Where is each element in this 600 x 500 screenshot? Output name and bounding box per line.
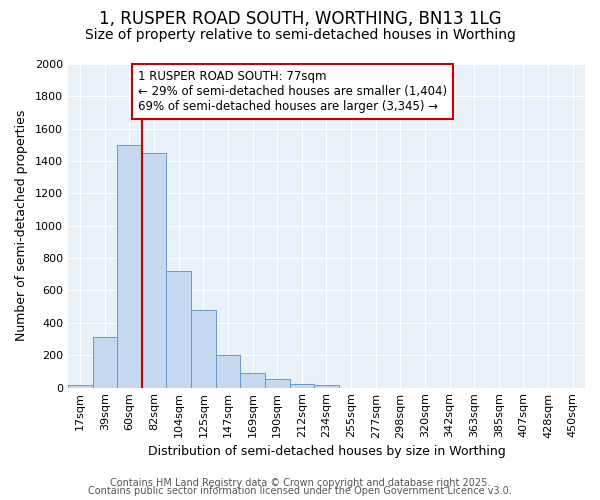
Text: Contains public sector information licensed under the Open Government Licence v3: Contains public sector information licen… (88, 486, 512, 496)
Text: Contains HM Land Registry data © Crown copyright and database right 2025.: Contains HM Land Registry data © Crown c… (110, 478, 490, 488)
Bar (240, 373, 265, 388)
Y-axis label: Number of semi-detached properties: Number of semi-detached properties (15, 110, 28, 342)
Text: 1, RUSPER ROAD SOUTH, WORTHING, BN13 1LG: 1, RUSPER ROAD SOUTH, WORTHING, BN13 1LG (98, 10, 502, 28)
Bar (68, 385, 92, 388)
Bar (290, 384, 314, 388)
Bar (191, 310, 215, 388)
Bar (314, 385, 339, 388)
Bar (92, 338, 117, 388)
Bar (265, 378, 290, 388)
Bar (215, 355, 240, 388)
Bar (166, 271, 191, 388)
Bar (142, 153, 166, 388)
X-axis label: Distribution of semi-detached houses by size in Worthing: Distribution of semi-detached houses by … (148, 444, 505, 458)
Bar (117, 145, 142, 388)
Text: 1 RUSPER ROAD SOUTH: 77sqm
← 29% of semi-detached houses are smaller (1,404)
69%: 1 RUSPER ROAD SOUTH: 77sqm ← 29% of semi… (138, 70, 447, 112)
Text: Size of property relative to semi-detached houses in Worthing: Size of property relative to semi-detach… (85, 28, 515, 42)
